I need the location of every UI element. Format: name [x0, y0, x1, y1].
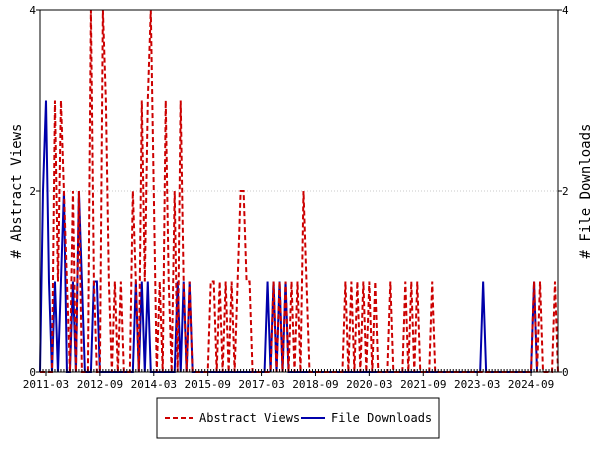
x-tick-label-6: 2020-03	[346, 378, 392, 391]
x-tick-label-8: 2023-03	[454, 378, 500, 391]
y-left-tick-label-2: 4	[29, 4, 36, 17]
legend-label-file-downloads: File Downloads	[331, 411, 432, 425]
x-tick-label-1: 2012-09	[77, 378, 123, 391]
x-tick-label-0: 2011-03	[23, 378, 69, 391]
x-tick-label-9: 2024-09	[508, 378, 554, 391]
x-tick-label-4: 2017-03	[238, 378, 284, 391]
legend: Abstract Views File Downloads	[156, 397, 440, 439]
x-tick-label-2: 2014-03	[131, 378, 177, 391]
series-line-abstract-views	[40, 9, 559, 373]
legend-box	[156, 397, 440, 439]
tick-marks	[36, 9, 562, 376]
y-axis-right-title: # File Downloads	[578, 124, 594, 259]
tick-labels: 2011-03 2012-09 2014-03 2015-09 2017-03 2018-…	[23, 4, 569, 391]
y-right-tick-label-2: 4	[562, 4, 569, 17]
x-tick-label-3: 2015-09	[184, 378, 230, 391]
y-right-tick-label-1: 2	[562, 185, 569, 198]
y-left-tick-label-0: 0	[29, 366, 36, 379]
y-left-tick-label-1: 2	[29, 185, 36, 198]
y-axis-left-title: # Abstract Views	[9, 124, 25, 259]
x-tick-label-5: 2018-09	[292, 378, 338, 391]
legend-label-abstract-views: Abstract Views	[199, 411, 300, 425]
x-tick-label-7: 2021-09	[400, 378, 446, 391]
y-right-tick-label-0: 0	[562, 366, 569, 379]
